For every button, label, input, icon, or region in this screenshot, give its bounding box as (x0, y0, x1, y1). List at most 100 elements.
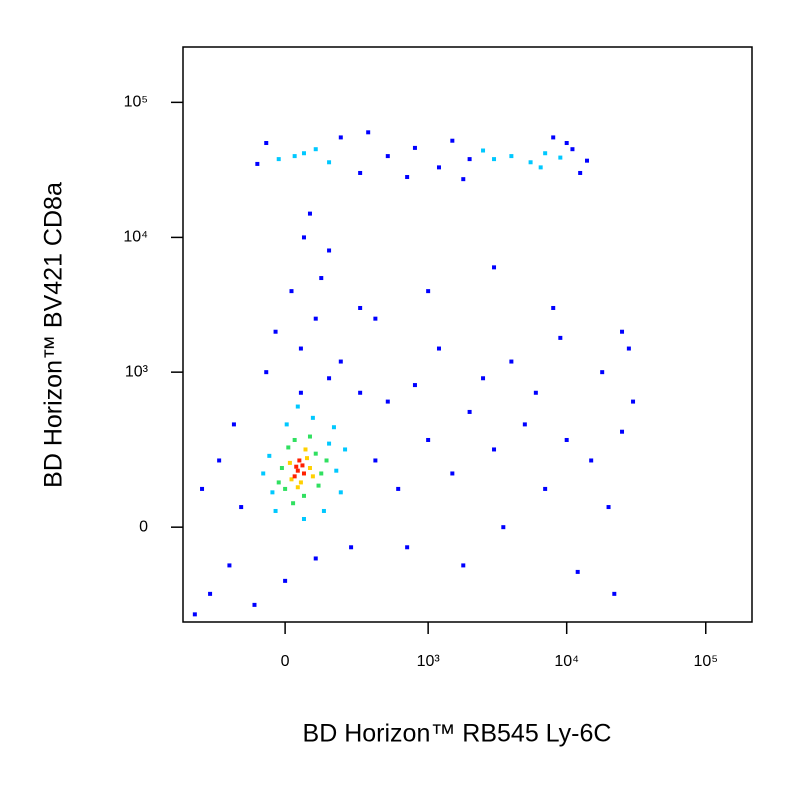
point (467, 409, 472, 414)
point (310, 474, 315, 479)
point (310, 415, 315, 420)
point (273, 329, 278, 334)
x-tick-label: 10⁵ (694, 653, 718, 670)
point (533, 390, 538, 395)
point (292, 474, 297, 479)
point (289, 289, 294, 294)
y-tick-label: 10⁵ (124, 94, 148, 111)
point (298, 480, 303, 485)
point (255, 161, 260, 166)
x-tick-label: 10³ (417, 653, 441, 670)
point (570, 147, 575, 152)
point (334, 468, 339, 473)
point (461, 563, 466, 568)
point (261, 471, 266, 476)
x-tick-label: 0 (281, 653, 290, 670)
x-tick-label: 10⁴ (554, 653, 579, 670)
point (373, 316, 378, 321)
point (192, 612, 197, 617)
y-tick-label: 0 (139, 518, 148, 535)
point (626, 346, 631, 351)
point (385, 399, 390, 404)
point (358, 390, 363, 395)
point (338, 359, 343, 364)
point (373, 458, 378, 463)
point (558, 335, 563, 340)
point (461, 177, 466, 182)
point (492, 447, 497, 452)
point (287, 460, 292, 465)
point (450, 471, 455, 476)
point (600, 370, 605, 375)
y-tick-label: 10⁴ (123, 229, 148, 246)
point (575, 569, 580, 574)
point (227, 563, 232, 568)
point (289, 477, 294, 482)
point (276, 157, 281, 162)
point (631, 399, 636, 404)
point (273, 508, 278, 513)
point (385, 154, 390, 159)
point (284, 422, 289, 427)
point (301, 471, 306, 476)
point (338, 490, 343, 495)
y-tick-label: 10³ (125, 363, 149, 380)
point (295, 485, 300, 490)
point (578, 170, 583, 175)
point (358, 305, 363, 310)
point (620, 329, 625, 334)
point (331, 425, 336, 430)
point (528, 160, 533, 165)
point (319, 276, 324, 281)
point (286, 445, 291, 450)
point (307, 211, 312, 216)
point (349, 545, 354, 550)
point (264, 370, 269, 375)
point (606, 505, 611, 510)
point (467, 157, 472, 162)
point (426, 437, 431, 442)
point (231, 422, 236, 427)
point (208, 591, 213, 596)
point (551, 305, 556, 310)
point (612, 591, 617, 596)
point (313, 316, 318, 321)
point (327, 160, 332, 165)
point (343, 447, 348, 452)
point (313, 556, 318, 561)
point (319, 471, 324, 476)
point (492, 265, 497, 270)
point (436, 346, 441, 351)
x-axis-title: BD Horizon™ RB545 Ly-6C (303, 720, 612, 748)
point (551, 135, 556, 140)
point (295, 404, 300, 409)
point (252, 602, 257, 607)
point (426, 289, 431, 294)
point (558, 155, 563, 160)
point (327, 248, 332, 253)
point (292, 154, 297, 159)
point (543, 486, 548, 491)
point (538, 165, 543, 170)
point (295, 468, 300, 473)
point (327, 376, 332, 381)
point (276, 480, 281, 485)
point (543, 151, 548, 156)
point (589, 458, 594, 463)
point (405, 175, 410, 180)
point (298, 346, 303, 351)
point (338, 135, 343, 140)
point (313, 147, 318, 152)
plot-frame (182, 46, 753, 623)
point (522, 422, 527, 427)
point (307, 466, 312, 471)
point (396, 486, 401, 491)
point (481, 376, 486, 381)
point (301, 516, 306, 521)
point (239, 505, 244, 510)
point (305, 456, 310, 461)
point (301, 151, 306, 156)
point (564, 437, 569, 442)
point (200, 486, 205, 491)
